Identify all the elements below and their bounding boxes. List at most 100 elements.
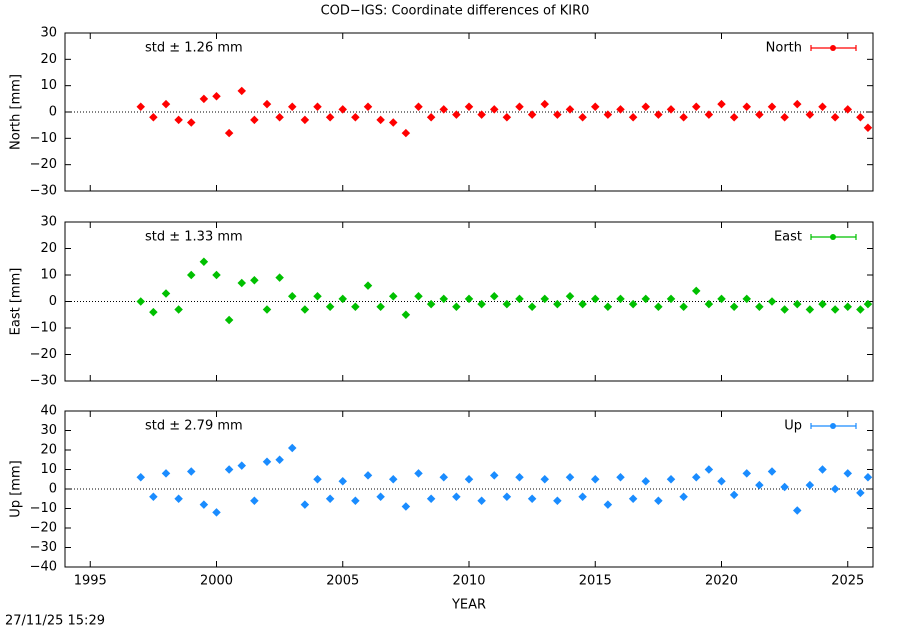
legend-marker: [830, 234, 836, 240]
point: [389, 291, 398, 301]
point: [477, 299, 486, 309]
point: [540, 475, 549, 484]
timestamp: 27/11/25 15:29: [5, 614, 105, 629]
point: [755, 110, 764, 119]
point: [250, 115, 259, 125]
point: [338, 294, 347, 304]
annotation: std ± 2.79 mm: [145, 419, 243, 434]
point: [275, 113, 284, 122]
point: [692, 102, 701, 111]
point: [628, 113, 638, 122]
point: [666, 475, 676, 484]
point: [704, 299, 714, 309]
y-tick-label: 0: [49, 105, 57, 120]
x-tick-label: 2020: [705, 574, 738, 589]
point: [325, 113, 335, 122]
y-tick-label: −20: [30, 347, 57, 362]
point: [224, 315, 234, 325]
point: [414, 291, 423, 301]
point: [275, 273, 284, 282]
point: [692, 286, 701, 296]
point: [477, 496, 486, 505]
point: [439, 473, 448, 482]
point: [540, 294, 549, 304]
point: [704, 465, 714, 474]
point: [502, 492, 512, 502]
plot-frame: [64, 32, 874, 192]
point: [250, 276, 259, 285]
point: [843, 105, 852, 114]
chart-title: COD−IGS: Coordinate differences of KIR0: [321, 4, 590, 19]
point: [527, 110, 537, 119]
point: [288, 291, 297, 301]
y-tick-label: 40: [40, 404, 57, 419]
point: [742, 469, 751, 478]
y-tick-label: −30: [30, 184, 57, 199]
point: [161, 469, 171, 478]
point: [389, 118, 398, 127]
point: [389, 475, 398, 484]
y-tick-label: 30: [40, 26, 57, 41]
point: [401, 128, 411, 138]
y-tick-label: −10: [30, 131, 57, 146]
point: [262, 457, 272, 466]
point: [654, 302, 663, 312]
point: [477, 110, 486, 119]
x-tick-label: 2005: [326, 574, 359, 589]
point: [313, 475, 322, 484]
y-tick-label: 30: [40, 215, 57, 230]
point: [767, 467, 777, 476]
point: [414, 469, 423, 478]
point: [212, 270, 221, 280]
point: [452, 110, 461, 119]
point: [565, 473, 575, 482]
point: [338, 476, 347, 486]
point: [603, 302, 613, 312]
point: [452, 492, 461, 502]
point: [591, 102, 600, 111]
point: [212, 91, 221, 101]
point: [452, 302, 461, 312]
point: [325, 302, 335, 312]
point: [237, 461, 246, 470]
point: [830, 305, 840, 314]
point: [490, 291, 499, 301]
point: [464, 475, 474, 484]
y-tick-label: 10: [40, 78, 57, 93]
point: [149, 492, 158, 502]
point: [300, 115, 310, 125]
y-tick-label: 0: [49, 482, 57, 497]
point: [262, 305, 272, 314]
point: [161, 99, 171, 109]
point: [502, 299, 512, 309]
point: [780, 482, 789, 492]
y-tick-label: 30: [40, 423, 57, 438]
point: [490, 471, 499, 480]
point: [729, 302, 739, 312]
y-axis-label: North [mm]: [9, 74, 24, 150]
point: [654, 496, 663, 505]
point: [717, 294, 726, 304]
point: [742, 102, 751, 111]
point: [199, 257, 209, 266]
point: [830, 113, 840, 122]
point: [262, 99, 272, 109]
point: [767, 297, 777, 306]
point: [603, 500, 613, 509]
y-axis-label: East [mm]: [9, 268, 24, 336]
point: [313, 291, 322, 301]
point: [856, 488, 865, 498]
point: [527, 302, 537, 312]
x-tick-label: 2000: [200, 574, 233, 589]
point: [729, 490, 739, 500]
point: [578, 113, 587, 122]
point: [401, 310, 411, 319]
x-tick-label: 2010: [452, 574, 485, 589]
legend-label: East: [774, 230, 802, 245]
point: [136, 473, 145, 482]
point: [679, 492, 688, 502]
point: [187, 467, 196, 476]
point: [414, 102, 423, 111]
point: [288, 102, 297, 111]
y-tick-label: −20: [30, 521, 57, 536]
